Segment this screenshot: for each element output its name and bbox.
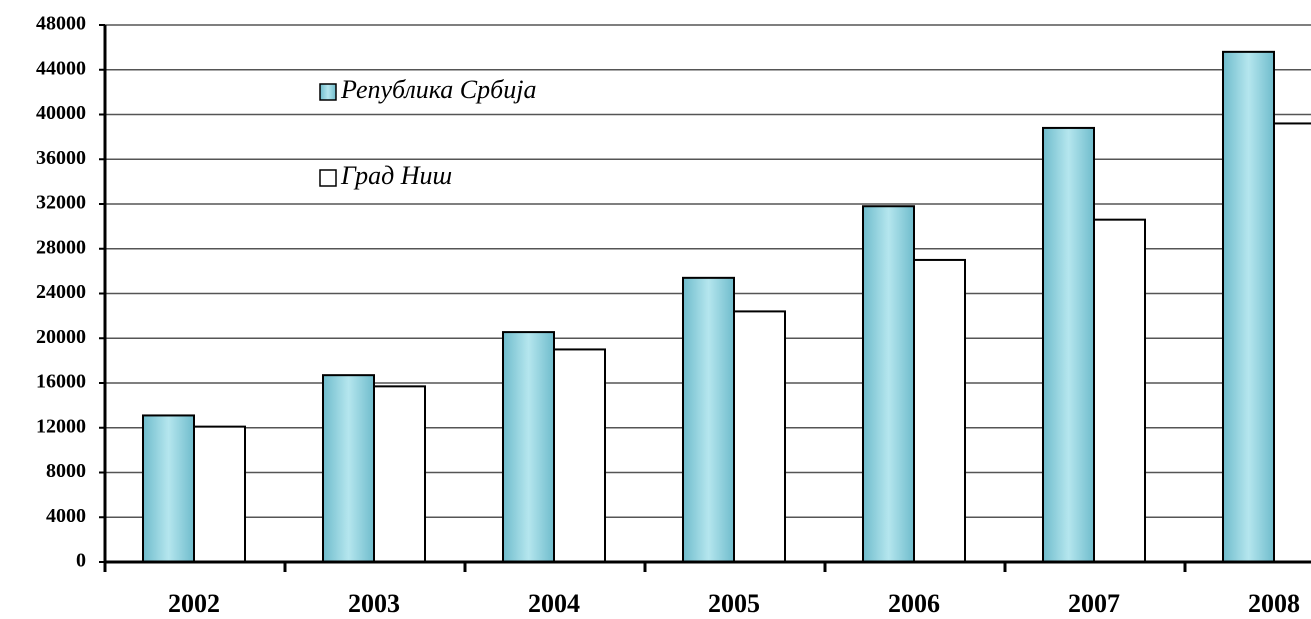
y-tick-label: 36000 xyxy=(36,147,86,169)
bar xyxy=(1222,50,1275,563)
x-tick-label: 2004 xyxy=(528,589,580,618)
bar xyxy=(502,331,555,563)
legend-swatch xyxy=(319,169,337,187)
y-tick-label: 0 xyxy=(76,550,86,572)
x-tick-label: 2003 xyxy=(348,589,400,618)
bar xyxy=(733,310,786,563)
legend-swatch xyxy=(319,83,337,101)
y-tick-label: 40000 xyxy=(36,102,86,124)
bar xyxy=(682,276,735,563)
bar xyxy=(322,374,375,564)
y-tick-label: 44000 xyxy=(36,57,86,79)
y-tick-label: 28000 xyxy=(36,236,86,258)
bar xyxy=(913,258,966,563)
x-tick-label: 2006 xyxy=(888,589,940,618)
bar xyxy=(1042,126,1095,564)
y-tick-label: 24000 xyxy=(36,281,86,303)
bar xyxy=(862,205,915,564)
y-tick-label: 16000 xyxy=(36,371,86,393)
y-tick-label: 4000 xyxy=(46,505,86,527)
bar xyxy=(373,385,426,564)
y-tick-label: 8000 xyxy=(46,460,86,482)
y-tick-label: 48000 xyxy=(36,13,86,35)
x-tick-label: 2007 xyxy=(1068,589,1120,618)
bar xyxy=(1093,218,1146,563)
legend-label: Република Србија xyxy=(340,75,536,104)
y-tick-label: 20000 xyxy=(36,326,86,348)
bar xyxy=(142,414,195,563)
y-tick-label: 12000 xyxy=(36,415,86,437)
y-tick-label: 32000 xyxy=(36,192,86,214)
legend-label: Град Ниш xyxy=(340,161,452,190)
bar xyxy=(1273,122,1311,563)
bar xyxy=(553,348,606,563)
x-tick-label: 2008 xyxy=(1248,589,1300,618)
x-tick-label: 2005 xyxy=(708,589,760,618)
x-tick-label: 2002 xyxy=(168,589,220,618)
bar xyxy=(193,425,246,563)
